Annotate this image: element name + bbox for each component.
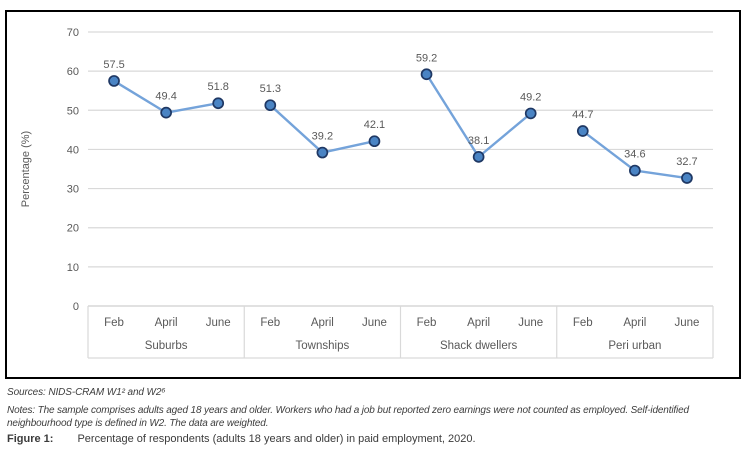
y-tick-label: 10 [67, 262, 79, 274]
group-label: Shack dwellers [440, 340, 518, 352]
y-tick-label: 50 [67, 105, 79, 117]
y-tick-label: 40 [67, 144, 79, 156]
data-point-marker [368, 135, 381, 148]
month-tick-label: April [155, 317, 178, 329]
month-tick-label: June [674, 317, 699, 329]
month-tick-label: June [362, 317, 387, 329]
month-tick-label: June [206, 317, 231, 329]
data-point-marker [576, 125, 589, 137]
y-tick-label: 30 [67, 184, 79, 196]
data-point-marker [472, 151, 485, 163]
data-point-marker [264, 99, 277, 112]
figure-caption-text: Percentage of respondents (adults 18 yea… [77, 433, 476, 445]
data-point-marker [212, 97, 225, 110]
y-tick-label: 20 [67, 223, 79, 235]
employment-line-chart: 0 10 20 30 40 50 60 70 Percentage (%) Feb April Jun… [20, 27, 714, 359]
month-tick-label: Feb [260, 317, 280, 329]
figure-caption-row: Figure 1: Percentage of respondents (adu… [7, 433, 751, 445]
data-point-label: 42.1 [364, 119, 385, 131]
month-tick-label: Feb [573, 317, 593, 329]
series-line [269, 103, 376, 154]
month-tick-label: Feb [417, 317, 437, 329]
month-tick-label: Feb [104, 317, 124, 329]
data-point-marker [681, 172, 693, 184]
figure-number-label: Figure 1: [7, 433, 54, 445]
sources-note: Sources: NIDS-CRAM W1² and W2⁶ [7, 387, 166, 398]
data-point-label: 49.2 [520, 91, 541, 103]
data-point-label: 38.1 [468, 135, 489, 147]
data-point-marker [316, 146, 329, 159]
group-label: Townships [296, 340, 350, 352]
y-tick-label: 0 [73, 301, 79, 313]
data-point-label: 51.3 [260, 83, 281, 95]
data-point-marker [160, 106, 172, 119]
data-point-marker [629, 164, 641, 177]
month-tick-label: April [467, 317, 490, 329]
chart-frame: 0 10 20 30 40 50 60 70 Percentage (%) Feb April Jun… [5, 10, 741, 379]
month-tick-label: June [518, 317, 543, 329]
data-point-label: 34.6 [624, 149, 645, 161]
data-point-marker [524, 107, 537, 120]
data-point-label: 57.5 [103, 59, 124, 71]
data-point-label: 44.7 [572, 109, 593, 121]
group-label: Peri urban [608, 340, 661, 352]
data-point-marker [420, 68, 433, 81]
month-tick-label: April [311, 317, 334, 329]
data-point-label: 32.7 [676, 156, 697, 168]
month-tick-label: April [623, 317, 646, 329]
group-label: Suburbs [145, 340, 188, 352]
y-axis-title: Percentage (%) [20, 131, 32, 207]
data-point-marker [108, 75, 120, 87]
data-point-label: 39.2 [312, 131, 333, 143]
notes-text: Notes: The sample comprises adults aged … [7, 405, 689, 429]
data-point-label: 49.4 [155, 91, 176, 103]
y-tick-label: 60 [67, 66, 79, 78]
y-tick-label: 70 [67, 27, 79, 39]
data-point-label: 59.2 [416, 52, 437, 64]
data-point-label: 51.8 [207, 81, 228, 93]
